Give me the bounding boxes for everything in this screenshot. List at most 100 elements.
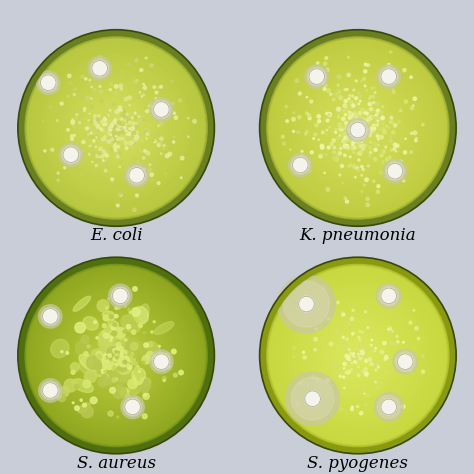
Circle shape [23,263,209,448]
Circle shape [104,333,109,338]
Circle shape [145,129,147,131]
Circle shape [350,125,351,127]
Circle shape [137,365,138,368]
Circle shape [132,177,134,179]
Circle shape [346,127,348,129]
Circle shape [132,117,134,118]
Circle shape [84,78,87,80]
Circle shape [356,128,357,129]
Circle shape [40,52,192,204]
Circle shape [173,136,175,137]
Circle shape [376,109,380,112]
Circle shape [349,107,351,109]
Circle shape [91,161,93,163]
Circle shape [120,84,123,86]
Circle shape [339,96,342,100]
Circle shape [70,82,162,174]
Circle shape [315,124,318,127]
Circle shape [389,330,392,333]
Circle shape [337,107,339,110]
Ellipse shape [113,347,125,363]
Circle shape [128,308,131,311]
Circle shape [334,104,382,152]
Circle shape [377,366,379,368]
Circle shape [298,93,301,95]
Ellipse shape [133,306,148,324]
Circle shape [343,109,345,112]
Circle shape [150,98,173,121]
Circle shape [124,338,127,341]
Circle shape [103,121,105,122]
Circle shape [27,266,205,445]
Circle shape [302,351,305,354]
Circle shape [134,84,136,86]
Circle shape [115,127,117,128]
Circle shape [61,351,63,353]
Circle shape [366,393,370,396]
Circle shape [379,171,383,174]
Circle shape [308,170,311,172]
Circle shape [356,127,359,129]
Circle shape [340,112,342,113]
Circle shape [129,112,131,114]
Circle shape [360,117,364,120]
Circle shape [115,348,126,360]
Ellipse shape [78,403,91,413]
Circle shape [298,115,301,119]
Circle shape [97,121,98,123]
Ellipse shape [73,296,91,311]
Circle shape [135,123,137,126]
Circle shape [96,154,100,158]
Circle shape [365,178,368,182]
Circle shape [355,128,356,129]
Circle shape [84,108,86,109]
Ellipse shape [92,356,105,367]
Circle shape [390,136,392,137]
Circle shape [127,119,130,123]
Circle shape [355,126,356,127]
Circle shape [355,125,361,131]
Circle shape [134,158,136,160]
Circle shape [344,89,346,91]
Ellipse shape [80,356,96,374]
Circle shape [359,126,363,129]
Circle shape [151,331,153,333]
Circle shape [71,363,79,371]
Circle shape [125,130,126,132]
Circle shape [109,315,113,319]
Circle shape [133,133,136,137]
Circle shape [357,132,360,136]
Circle shape [356,134,358,137]
Circle shape [129,105,130,106]
Circle shape [160,142,162,145]
Circle shape [350,164,351,165]
Circle shape [97,354,103,360]
Circle shape [365,311,366,313]
Circle shape [375,347,376,349]
Circle shape [326,119,329,122]
Circle shape [355,361,357,364]
Circle shape [37,49,195,207]
Circle shape [72,123,73,124]
Circle shape [293,347,295,349]
Circle shape [124,305,127,307]
Circle shape [95,334,137,377]
Circle shape [57,172,59,174]
Circle shape [105,375,108,378]
Circle shape [26,38,206,218]
Circle shape [389,156,391,158]
Circle shape [109,284,132,308]
Circle shape [381,288,397,304]
Circle shape [385,146,387,148]
Circle shape [264,34,452,222]
Circle shape [359,145,362,147]
Circle shape [300,70,416,186]
Circle shape [60,102,63,105]
Circle shape [358,118,360,121]
Circle shape [359,370,362,374]
Circle shape [374,87,375,88]
Circle shape [121,395,144,419]
Circle shape [348,125,352,128]
Circle shape [379,286,399,306]
Circle shape [265,263,451,448]
